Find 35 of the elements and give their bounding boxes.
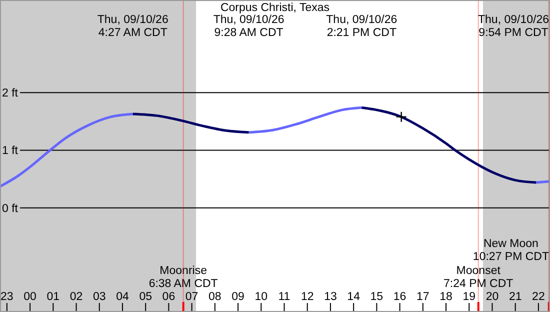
x-tick-label: 23 xyxy=(0,291,14,303)
x-tick-label: 13 xyxy=(324,291,337,303)
x-tick-label: 10 xyxy=(254,291,268,303)
y-tick-label: 2 ft xyxy=(2,88,19,100)
x-tick-label: 16 xyxy=(393,291,406,303)
x-tick-label: 01 xyxy=(46,291,60,303)
y-tick-label: 0 ft xyxy=(2,202,19,215)
annotation: Thu, 09/10/26 2:21 PM CDT xyxy=(326,14,398,39)
x-tick-label: 11 xyxy=(278,291,290,303)
x-tick-label: 02 xyxy=(70,291,83,303)
x-tick-label: 21 xyxy=(508,291,522,303)
annotation: Thu, 09/10/26 4:27 AM CDT xyxy=(97,14,168,39)
x-tick-label: 03 xyxy=(92,291,106,303)
x-tick-label: 08 xyxy=(208,291,222,303)
ref-line-label: New Moon 10:27 PM CDT xyxy=(472,238,549,263)
x-tick-label: 04 xyxy=(116,291,130,303)
x-tick-label: 18 xyxy=(440,291,452,303)
x-tick-label: 06 xyxy=(162,291,176,303)
x-tick-label: 00 xyxy=(24,291,36,303)
x-tick-label: 19 xyxy=(462,291,476,303)
x-tick-label: 20 xyxy=(486,291,499,303)
annotation: Thu, 09/10/26 9:54 PM CDT xyxy=(478,14,549,39)
x-tick-label: 22 xyxy=(532,291,545,303)
x-tick-label: 12 xyxy=(300,291,314,303)
x-tick-label: 05 xyxy=(139,291,152,303)
x-tick-label: 15 xyxy=(370,291,384,303)
ref-line-label: Moonrise 6:38 AM CDT xyxy=(148,265,218,290)
x-tick-label: 07 xyxy=(185,291,198,303)
x-tick-label: 17 xyxy=(416,291,430,303)
annotation: Thu, 09/10/26 9:28 AM CDT xyxy=(213,14,284,39)
ref-line-label: Moonset 7:24 PM CDT xyxy=(444,265,514,290)
x-tick-label: 09 xyxy=(232,291,244,303)
y-tick-label: 1 ft xyxy=(2,145,19,158)
x-tick-label: 14 xyxy=(347,291,361,303)
chart-title: Corpus Christi, Texas xyxy=(220,2,330,14)
